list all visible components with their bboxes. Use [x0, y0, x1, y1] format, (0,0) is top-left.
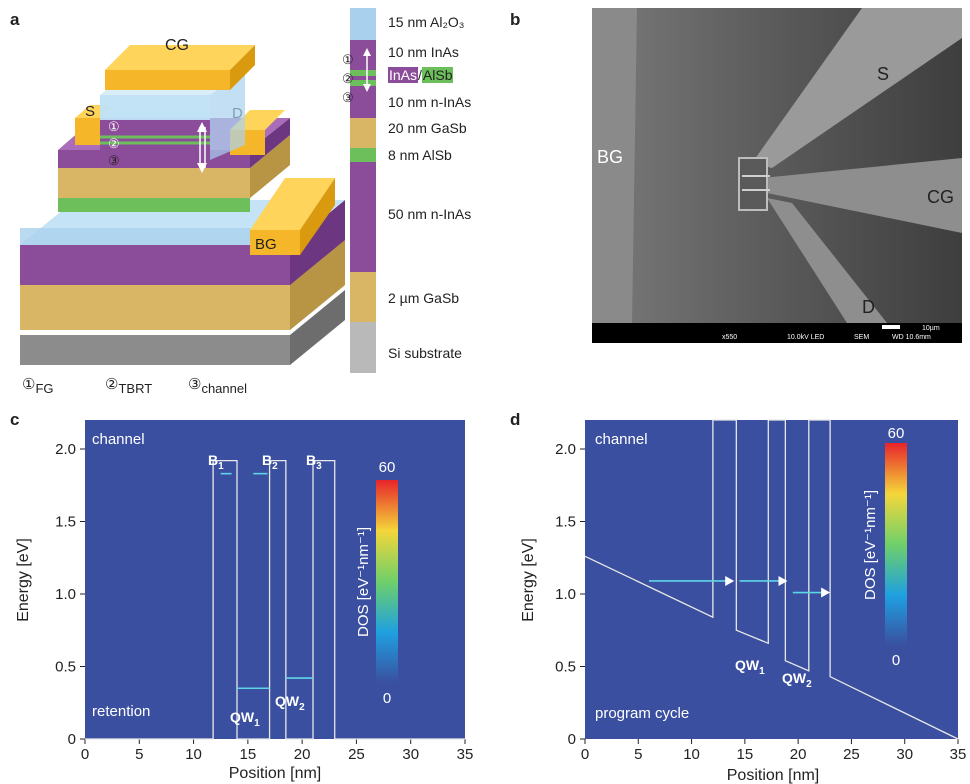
plot-d-tunneling-arrowhead [821, 587, 831, 598]
x-tick-label: 15 [737, 746, 754, 763]
sem-label-bg: BG [597, 147, 623, 167]
plot-c-colorbar-label: DOS [eV⁻¹nm⁻¹] [355, 527, 372, 637]
y-tick-label: 1.0 [555, 586, 576, 603]
device-3d-schematic: BG S D CG ① ② ③ [20, 37, 345, 365]
plot-d-qw2-label: QW2 [782, 670, 812, 690]
plot-c-b1-label: B1 [208, 452, 224, 472]
legend-tbrt: ②TBRT [105, 376, 153, 396]
sem-image: BG S CG D x550 10.0kV LED SEM WD 10.6mm … [592, 8, 962, 343]
y-tick-label: 0.5 [555, 659, 576, 676]
plot-d-colorbar-max: 60 [888, 425, 905, 442]
sem-info-mag: x550 [722, 334, 737, 341]
plot-d-tunneling-arrowhead [725, 575, 735, 586]
plot-d-program-label: program cycle [595, 705, 689, 722]
x-tick-label: 10 [683, 746, 700, 763]
plot-c-colorbar-min: 0 [383, 690, 391, 707]
layer-label-gasb-2um: 2 µm GaSb [388, 290, 460, 306]
marker-2: ② [108, 136, 120, 151]
inas-tag: InAs [388, 67, 419, 83]
plot-d-colorbar-label: DOS [eV⁻¹nm⁻¹] [862, 490, 879, 600]
cg-pad-label: CG [165, 37, 189, 54]
plot-d-qw1-label: QW1 [735, 657, 765, 677]
sem-scale-bar-label: 10µm [922, 325, 940, 332]
layer-label-inas-alsb: InAs/AlSb [388, 67, 454, 83]
x-tick-label: 25 [843, 746, 860, 763]
x-tick-label: 10 [185, 746, 202, 763]
band-diagram-retention: 0 5 10 15 20 25 30 35 0 0.5 1.0 1.5 2.0 channel rete… [15, 420, 474, 782]
y-tick-label: 1.5 [555, 514, 576, 531]
plot-c-qw1-label: QW1 [230, 709, 260, 729]
x-tick-label: 5 [135, 746, 143, 763]
sem-label-s: S [877, 64, 889, 84]
x-tick-label: 30 [402, 746, 419, 763]
marker-1: ① [108, 119, 120, 134]
layer-markers-1: ① [342, 52, 354, 67]
layer-label-n-inas-50: 50 nm n-InAs [388, 206, 472, 222]
plot-c-retention-label: retention [92, 703, 150, 720]
bg-pad-label: BG [255, 236, 277, 253]
plot-d-band-edge [584, 419, 959, 740]
layer-markers-2: ② [342, 71, 354, 86]
panel-c-letter: c [10, 410, 20, 429]
layer-label-inas-10: 10 nm InAs [388, 44, 459, 60]
x-tick-label: 20 [790, 746, 807, 763]
sem-info-kv: 10.0kV LED [787, 334, 824, 341]
layer-markers-3: ③ [342, 90, 354, 105]
plot-c-band-edge [85, 459, 465, 740]
layer-label-n-inas-10: 10 nm n-InAs [388, 94, 472, 110]
x-tick-label: 30 [896, 746, 913, 763]
marker-3: ③ [108, 153, 120, 168]
x-tick-label: 35 [950, 746, 967, 763]
x-tick-label: 20 [294, 746, 311, 763]
x-tick-label: 15 [240, 746, 257, 763]
y-tick-label: 2.0 [55, 441, 76, 458]
plot-d-colorbar-min: 0 [892, 652, 900, 669]
x-tick-label: 0 [581, 746, 589, 763]
y-tick-label: 1.0 [55, 586, 76, 603]
x-tick-label: 25 [348, 746, 365, 763]
layer-label-gasb-20: 20 nm GaSb [388, 120, 467, 136]
x-tick-label: 35 [457, 746, 474, 763]
y-tick-label: 1.5 [55, 514, 76, 531]
plot-c-b3-label: B3 [306, 452, 322, 472]
sem-label-cg: CG [927, 187, 954, 207]
y-tick-label: 0 [68, 731, 76, 748]
panel-d-letter: d [510, 410, 521, 429]
plot-c-channel-label: channel [92, 431, 145, 448]
sem-label-d: D [862, 297, 875, 317]
legend-fg: ①FG [22, 376, 54, 396]
plot-c-background [85, 420, 465, 739]
plot-d-colorbar [885, 443, 907, 646]
plot-c-xlabel: Position [nm] [229, 765, 321, 782]
inas-alsb-sep: / [418, 67, 422, 83]
sem-info-wd: WD 10.6mm [892, 334, 931, 341]
panel-a-letter: a [10, 10, 20, 29]
plot-c-b2-label: B2 [262, 452, 278, 472]
legend-channel: ③channel [188, 376, 247, 396]
y-tick-label: 0.5 [55, 659, 76, 676]
sem-info-mode: SEM [854, 334, 869, 341]
x-tick-label: 5 [634, 746, 642, 763]
band-diagram-program: 0 5 10 15 20 25 30 35 0 0.5 1.0 1.5 2.0 channel prog… [520, 419, 967, 784]
plot-d-tunneling-arrowhead [778, 575, 788, 586]
layer-label-alsb-8: 8 nm AlSb [388, 147, 452, 163]
y-tick-label: 2.0 [555, 441, 576, 458]
plot-d-xlabel: Position [nm] [727, 767, 819, 784]
layer-label-al2o3: 15 nm Al₂O₃ [388, 14, 465, 30]
x-tick-label: 0 [81, 746, 89, 763]
plot-d-ylabel: Energy [eV] [520, 538, 537, 622]
s-pad-label: S [85, 103, 95, 120]
panel-b-letter: b [510, 10, 521, 29]
plot-c-qw2-label: QW2 [275, 693, 305, 713]
plot-c-colorbar [376, 480, 398, 683]
plot-c-ylabel: Energy [eV] [15, 538, 32, 622]
layer-stack-column [350, 8, 376, 373]
layer-label-si-substrate: Si substrate [388, 345, 462, 361]
alsb-tag: AlSb [421, 67, 454, 83]
plot-c-colorbar-max: 60 [379, 459, 396, 476]
plot-d-channel-label: channel [595, 431, 648, 448]
y-tick-label: 0 [568, 731, 576, 748]
